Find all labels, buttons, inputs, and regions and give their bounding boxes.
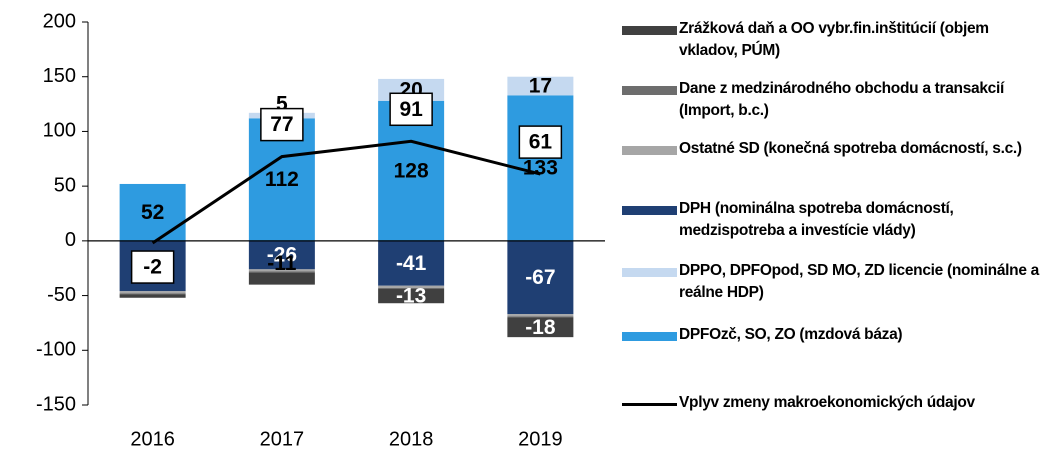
legend-label: Ostatné SD (konečná spotreba domácností,… <box>679 140 1022 157</box>
legend-label: Vplyv zmeny makroekonomických údajov <box>679 394 975 411</box>
data-label: 128 <box>394 159 429 182</box>
line-label: 61 <box>529 131 553 154</box>
legend-label: DPFOzč, SO, ZO (mzdová báza) <box>679 326 903 343</box>
bar-segment <box>119 183 186 241</box>
data-label: 112 <box>265 168 299 191</box>
bar-segment <box>248 269 315 272</box>
data-label: -26 <box>267 244 297 267</box>
bar-segment <box>248 240 315 270</box>
legend-swatch <box>622 26 677 35</box>
bar-segment <box>119 293 186 295</box>
legend-swatch <box>622 332 677 341</box>
x-tick-label: 2018 <box>389 428 434 450</box>
data-label: 52 <box>141 201 164 224</box>
legend-swatch <box>622 86 677 95</box>
legend-swatch <box>622 268 677 277</box>
chart: -150 -100 -50 0 50 100 150 200 2016 2017 2018 2019 5… <box>36 10 605 450</box>
line-label-box <box>389 92 433 127</box>
data-label: -13 <box>396 285 426 308</box>
data-label: -18 <box>525 316 556 339</box>
bar-segment <box>248 272 315 285</box>
bar-segment <box>378 285 445 288</box>
legend-swatch <box>622 403 677 406</box>
legend-item: Zrážková daň a OO vybr.fin.inštitúcií (o… <box>622 18 1039 62</box>
x-tick-label: 2019 <box>518 428 563 450</box>
line-label: -2 <box>143 256 162 279</box>
bar-segment <box>507 240 574 315</box>
legend-item: Ostatné SD (konečná spotreba domácností,… <box>622 138 1039 160</box>
line-label-box <box>260 107 304 142</box>
bar-segment <box>507 317 574 338</box>
line-label: 91 <box>399 98 423 121</box>
legend-label: Dane z medzinárodného obchodu a transakc… <box>679 80 1005 119</box>
legend-label: DPH (nominálna spotreba domácností, medz… <box>679 200 954 239</box>
legend-item: Vplyv zmeny makroekonomických údajov <box>622 392 1039 414</box>
bar-segment <box>378 240 445 286</box>
bar-segment <box>507 314 574 317</box>
bar-segment <box>248 271 315 273</box>
x-tick-label: 2017 <box>260 428 305 450</box>
legend-label: Zrážková daň a OO vybr.fin.inštitúcií (o… <box>679 20 989 59</box>
data-label: 17 <box>529 75 552 98</box>
legend-item: DPFOzč, SO, ZO (mzdová báza) <box>622 324 1039 346</box>
legend-swatch <box>622 146 677 155</box>
line <box>151 139 541 245</box>
bar-segment <box>119 291 186 294</box>
legend-item: DPH (nominálna spotreba domácností, medz… <box>622 198 1039 242</box>
data-label: 133 <box>523 157 558 180</box>
legend-swatch <box>622 206 677 215</box>
data-label: -41 <box>396 252 427 275</box>
y-tick-label: 200 <box>43 10 76 32</box>
legend-label: DPPO, DPFOpod, SD MO, ZD licencie (nomin… <box>679 262 1039 301</box>
y-tick-label: 150 <box>43 65 76 87</box>
bar-segment <box>507 76 574 96</box>
y-tick-label: 0 <box>65 229 76 251</box>
bar-segment <box>378 289 445 304</box>
bar-segment <box>507 316 574 318</box>
data-label: -11 <box>267 252 297 275</box>
x-tick-label: 2016 <box>130 428 175 450</box>
legend-item: DPPO, DPFOpod, SD MO, ZD licencie (nomin… <box>622 260 1039 304</box>
data-label: -67 <box>525 266 555 289</box>
line-label-box <box>518 125 563 159</box>
y-tick-label: 50 <box>54 174 76 196</box>
y-tick-label: 100 <box>43 120 76 142</box>
bar-segment <box>378 287 445 290</box>
y-tick-label: -100 <box>36 339 76 361</box>
line-label-box <box>130 250 175 284</box>
legend-item: Dane z medzinárodného obchodu a transakc… <box>622 78 1039 122</box>
line-label: 77 <box>270 113 293 136</box>
y-tick-label: -50 <box>47 284 76 306</box>
y-tick-label: -150 <box>36 393 76 415</box>
bar-segment <box>119 294 186 298</box>
